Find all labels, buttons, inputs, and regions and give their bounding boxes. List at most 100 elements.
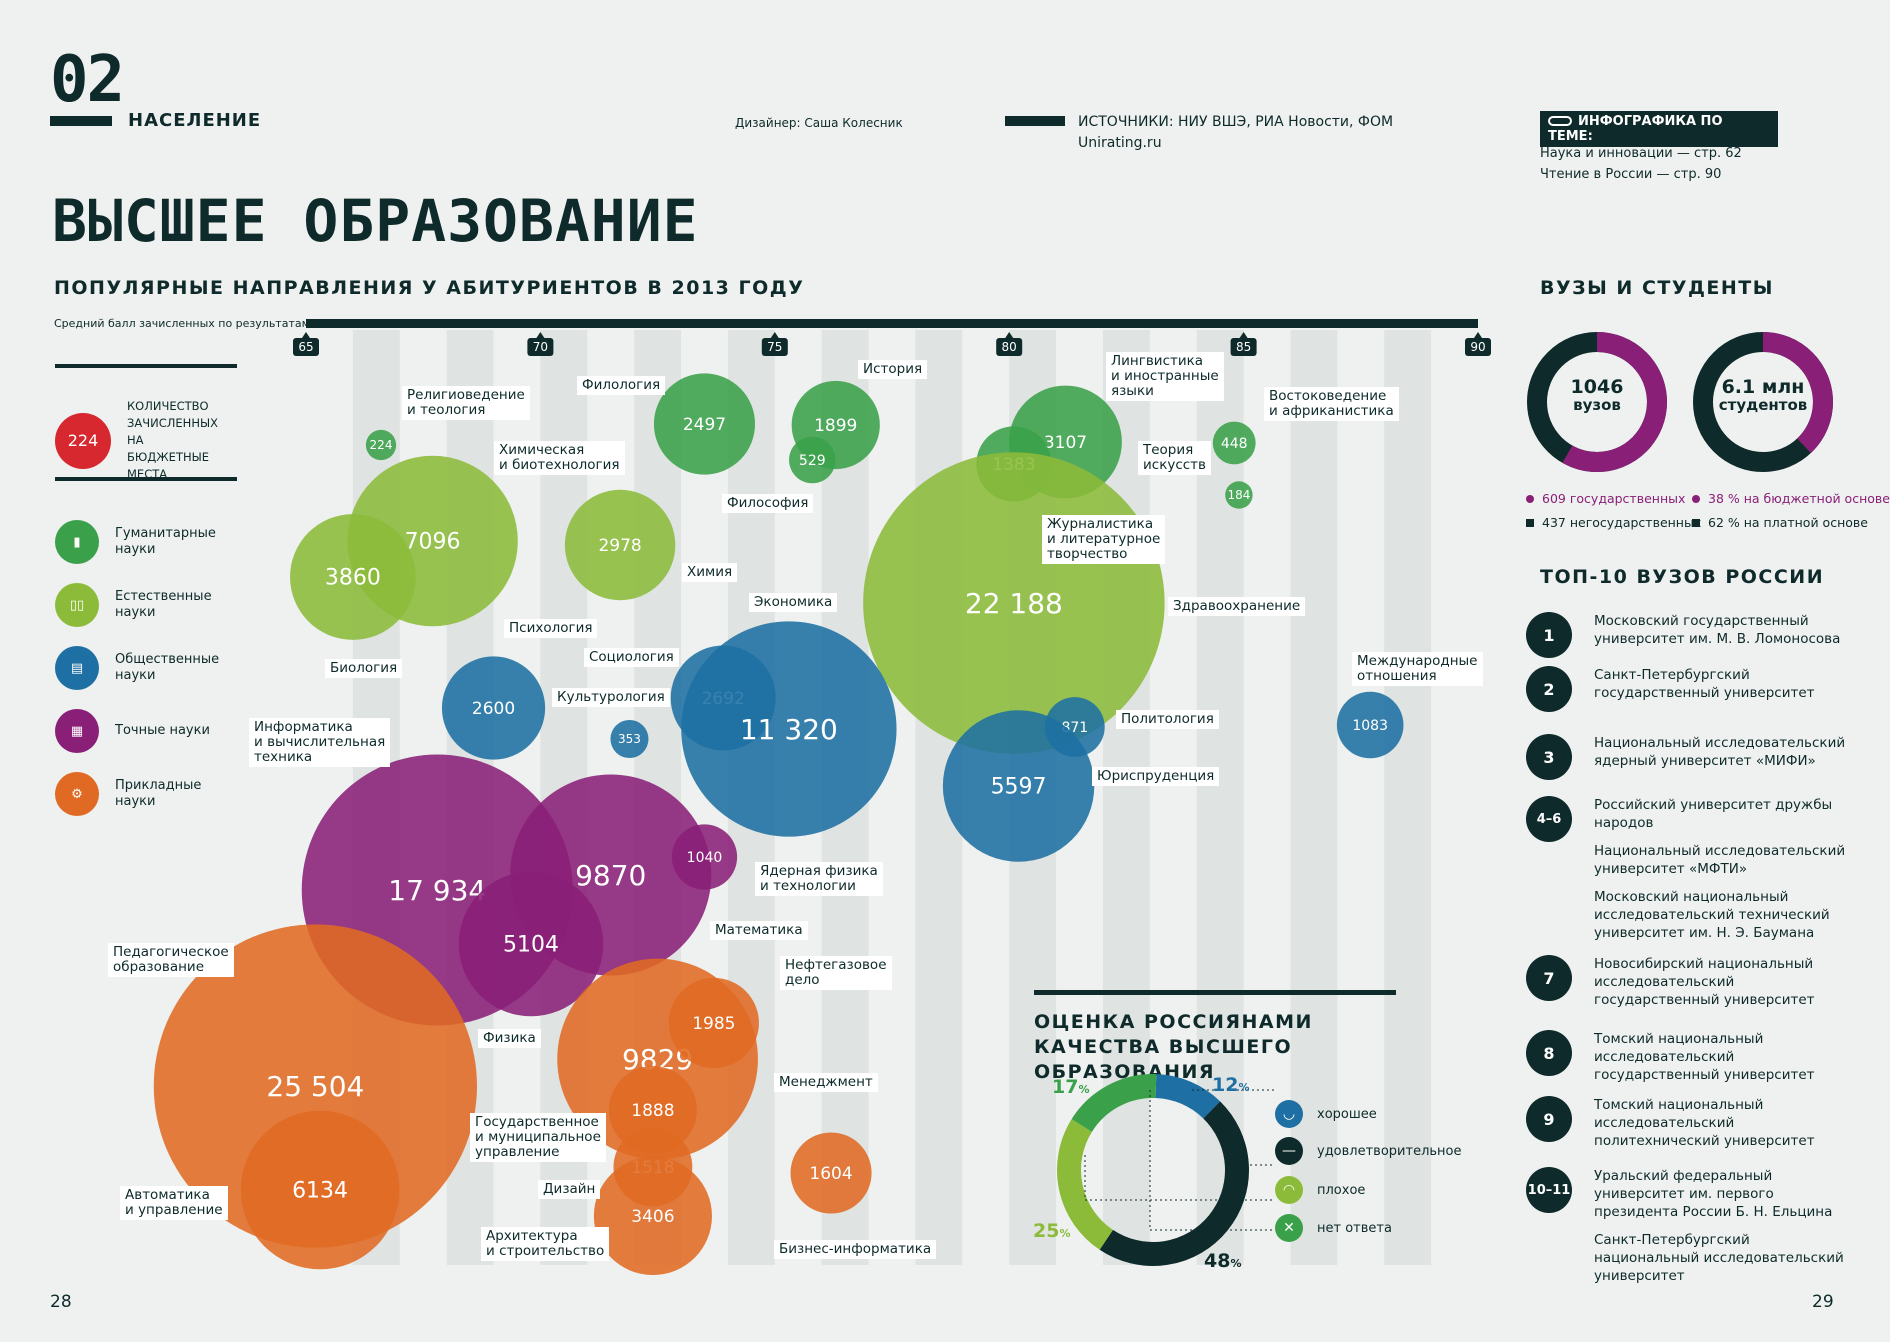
ring2-legend-purple: 38 % на бюджетной основе [1692, 491, 1890, 506]
top10-item: 8 Томский национальный исследовательский … [1526, 1030, 1854, 1094]
rank-badge: 4–6 [1526, 796, 1572, 842]
bubble [790, 1132, 872, 1214]
x-tick-box [1230, 338, 1257, 356]
bubble-name-label: Дизайн [538, 1180, 601, 1199]
ring2-legend-dark: 62 % на платной основе [1692, 515, 1868, 530]
quality-donut-segments [1057, 1074, 1249, 1266]
ring1-legend-dark: 437 негосударственных [1526, 515, 1701, 530]
bubble-name-label: Информатика и вычислительная техника [249, 718, 391, 767]
x-axis-bar [306, 319, 1478, 328]
ring2-value: 6.1 млн [1721, 376, 1805, 398]
quality-legend-item: ✕ нет ответа [1275, 1214, 1392, 1242]
bubble-name-label: Биология [325, 659, 403, 678]
bubble-name-label: Архитектура и строительство [481, 1227, 610, 1261]
bubble-value: 3860 [325, 566, 381, 591]
legend-item-exact: ▦ Точные науки [55, 709, 215, 753]
bubble [240, 1110, 400, 1270]
x-tick-pointer [536, 332, 545, 338]
bubble [653, 373, 756, 475]
rank-badge: 9 [1526, 1096, 1572, 1142]
top10-item: 3 Национальный исследовательский ядерный … [1526, 734, 1854, 780]
quality-percent: 17% [1052, 1076, 1090, 1098]
ring-arc [1527, 332, 1667, 472]
ring1-value: 1046 [1570, 376, 1624, 398]
quality-legend-item: ◡ хорошее [1275, 1100, 1377, 1128]
bubble [564, 489, 676, 601]
legend-item-natural: ▯▯ Естественные науки [55, 583, 215, 627]
legend-item-label: Прикладные науки [115, 778, 202, 809]
top10-title: ТОП-10 ВУЗОВ РОССИИ [1540, 566, 1825, 588]
rank-badge: 2 [1526, 666, 1572, 712]
bubble-name-label: Психология [504, 619, 598, 638]
bubble-value: 7096 [405, 530, 461, 555]
x-tick-label: 90 [1470, 340, 1485, 354]
presentation-icon: ▤ [55, 646, 99, 690]
ring-universities [1527, 332, 1667, 472]
related-title-text: ИНФОГРАФИКА ПО ТЕМЕ: [1548, 114, 1723, 144]
sources-line-1: ИСТОЧНИКИ: НИУ ВШЭ, РИА Новости, ФОМ [1078, 114, 1394, 130]
bubble-value: 9870 [575, 859, 646, 892]
bubble [789, 436, 836, 484]
quality-legend-label: плохое [1317, 1182, 1366, 1198]
x-tick-box [527, 338, 554, 356]
bubble-name-label: Химия [682, 563, 738, 582]
frown-icon: ◠ [1275, 1176, 1303, 1204]
bubble [593, 1156, 712, 1276]
bubble-value: 22 188 [965, 587, 1063, 620]
university-name: Томский национальный исследовательский г… [1594, 1031, 1815, 1083]
bubble-name-label: Востоковедение и африканистика [1264, 387, 1399, 421]
ring1-label: 1046 вузов [1527, 376, 1667, 415]
quality-leader-lines [1084, 1089, 1275, 1231]
top10-item: 4–6 Российский университет дружбы народов… [1526, 796, 1854, 952]
chart-title: ПОПУЛЯРНЫЕ НАПРАВЛЕНИЯ У АБИТУРИЕНТОВ В … [54, 277, 805, 299]
related-link-1[interactable]: Наука и инновации — стр. 62 [1540, 146, 1742, 161]
legend-item-label: Естественные науки [115, 589, 212, 620]
ring1-legend-purple: 609 государственных [1526, 491, 1685, 506]
donut-segment [1071, 1074, 1157, 1133]
universities-students-title: ВУЗЫ И СТУДЕНТЫ [1540, 277, 1774, 299]
bubble-name-label: Международные отношения [1352, 652, 1483, 686]
bubble-value: 6134 [292, 1179, 348, 1204]
bubble-value: 3406 [631, 1207, 674, 1227]
bubble-value: 17 934 [388, 874, 486, 907]
bubble-name-label: Автоматика и управление [120, 1186, 228, 1220]
page-title: ВЫСШЕЕ ОБРАЗОВАНИЕ [52, 187, 699, 255]
x-tick-pointer [1474, 332, 1482, 338]
x-tick-label: 70 [533, 340, 548, 354]
bubble-value: 1985 [692, 1014, 735, 1034]
bubble-name-label: Менеджмент [774, 1073, 878, 1092]
x-tick-label: 85 [1236, 340, 1251, 354]
bubble [1336, 691, 1404, 759]
top10-item: 9 Томский национальный исследовательский … [1526, 1096, 1854, 1160]
donut-segment [1099, 1101, 1249, 1266]
rank-badge: 7 [1526, 955, 1572, 1001]
university-name: Томский национальный исследовательский п… [1594, 1097, 1815, 1149]
related-infographics-list: Наука и инновации — стр. 62 Чтение в Рос… [1540, 143, 1742, 185]
quality-legend-item: ◠ плохое [1275, 1176, 1365, 1204]
university-name: Уральский федеральный университет им. пе… [1594, 1168, 1833, 1220]
bubble-name-label: Нефтегазовое дело [780, 956, 892, 990]
universities-rings [1527, 332, 1833, 472]
bubble-value: 1888 [631, 1101, 674, 1121]
rank-badge: 3 [1526, 734, 1572, 780]
university-name: Московский национальный исследовательски… [1594, 889, 1830, 941]
bubble-value: 448 [1221, 436, 1248, 452]
rank-badge: 8 [1526, 1030, 1572, 1076]
legend-divider-top [55, 364, 237, 368]
legend-item-social: ▤ Общественные науки [55, 646, 219, 690]
section-bar [50, 116, 112, 126]
bubble-name-label: Педагогическое образование [108, 943, 234, 977]
legend-divider-bottom [55, 477, 237, 481]
smile-icon: ◡ [1275, 1100, 1303, 1128]
x-tick-box [761, 338, 788, 356]
x-tick-label: 75 [767, 340, 782, 354]
quality-percent: 25% [1033, 1220, 1071, 1242]
related-link-2[interactable]: Чтение в России — стр. 90 [1540, 167, 1722, 182]
bubble-name-label: Ядерная физика и технологии [755, 862, 883, 896]
bubble-chart: 6570758085902242497189952931071383448184… [153, 319, 1491, 1276]
bubble [441, 656, 546, 760]
legend-size: 224 КОЛИЧЕСТВО ЗАЧИСЛЕННЫХ НА БЮДЖЕТНЫЕ … [55, 398, 218, 483]
bubble-value: 353 [618, 732, 641, 746]
bubble-name-label: Религиоведение и теология [402, 386, 530, 420]
quality-legend-label: удовлетворительное [1317, 1143, 1462, 1159]
